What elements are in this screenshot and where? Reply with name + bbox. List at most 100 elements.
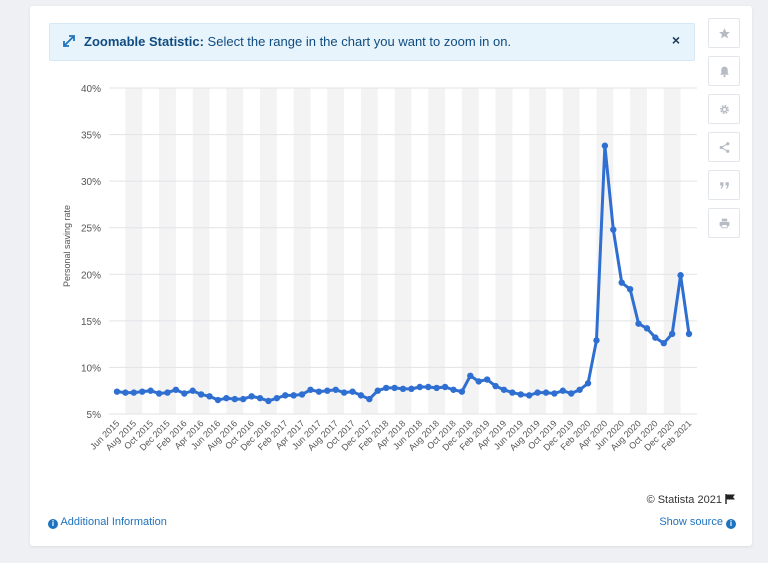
additional-information-link[interactable]: i Additional Information	[48, 516, 167, 529]
data-point[interactable]	[265, 397, 272, 405]
y-tick-label: 30%	[81, 177, 101, 188]
data-point[interactable]	[332, 386, 339, 393]
data-point[interactable]	[416, 383, 424, 391]
data-point[interactable]	[433, 384, 440, 392]
data-point[interactable]	[668, 330, 676, 338]
data-point[interactable]	[517, 391, 524, 398]
data-point[interactable]	[122, 389, 129, 396]
data-point[interactable]	[147, 387, 154, 394]
data-point[interactable]	[189, 387, 196, 394]
y-tick-label: 20%	[81, 270, 101, 281]
data-point[interactable]	[677, 272, 684, 279]
share-icon	[719, 141, 729, 153]
data-point[interactable]	[374, 387, 381, 394]
close-banner-button[interactable]: ×	[671, 32, 680, 48]
background-band	[495, 88, 513, 414]
data-point[interactable]	[475, 378, 482, 385]
background-band	[360, 88, 378, 414]
data-point[interactable]	[425, 383, 432, 391]
data-point[interactable]	[551, 390, 558, 397]
settings-button[interactable]	[708, 94, 740, 124]
data-point[interactable]	[500, 386, 508, 393]
data-point[interactable]	[635, 320, 642, 327]
data-point[interactable]	[643, 325, 651, 332]
data-point[interactable]	[399, 385, 407, 393]
data-point[interactable]	[307, 386, 314, 393]
data-point[interactable]	[139, 388, 146, 395]
background-band	[226, 88, 244, 414]
data-point[interactable]	[408, 385, 415, 393]
data-point[interactable]	[340, 389, 348, 396]
data-point[interactable]	[559, 387, 567, 394]
data-point[interactable]	[610, 226, 617, 233]
bell-icon	[719, 66, 729, 77]
show-source-link[interactable]: Show source i	[659, 516, 736, 529]
data-point[interactable]	[113, 388, 121, 395]
data-point[interactable]	[172, 386, 180, 393]
data-point[interactable]	[206, 393, 213, 400]
banner-title: Zoomable Statistic:	[84, 34, 204, 49]
data-point[interactable]	[248, 393, 255, 400]
data-point[interactable]	[568, 390, 575, 397]
flag-icon	[725, 494, 735, 504]
background-band	[159, 88, 176, 414]
data-point[interactable]	[273, 394, 281, 402]
cite-button[interactable]	[708, 170, 740, 200]
data-point[interactable]	[458, 388, 466, 395]
data-point[interactable]	[576, 386, 583, 393]
y-tick-label: 10%	[81, 363, 101, 374]
background-band	[125, 88, 143, 414]
background-band	[260, 88, 277, 414]
data-point[interactable]	[315, 388, 323, 395]
data-point[interactable]	[223, 394, 230, 402]
data-point[interactable]	[231, 395, 238, 403]
data-point[interactable]	[525, 392, 533, 399]
data-point[interactable]	[256, 394, 264, 402]
data-point[interactable]	[534, 389, 541, 396]
data-point[interactable]	[290, 392, 297, 399]
zoom-banner: Zoomable Statistic: Select the range in …	[49, 23, 695, 61]
background-band	[192, 88, 210, 414]
data-point[interactable]	[181, 390, 188, 397]
data-point[interactable]	[282, 392, 289, 399]
data-point[interactable]	[164, 389, 171, 396]
data-point[interactable]	[509, 389, 516, 396]
data-point[interactable]	[593, 337, 600, 344]
data-point[interactable]	[685, 330, 693, 338]
data-point[interactable]	[467, 372, 474, 380]
share-button[interactable]	[708, 132, 740, 162]
data-point[interactable]	[584, 380, 592, 387]
data-point[interactable]	[155, 390, 163, 397]
y-axis-label: Personal saving rate	[62, 205, 72, 287]
data-point[interactable]	[441, 383, 449, 391]
data-point[interactable]	[618, 279, 625, 286]
data-point[interactable]	[601, 142, 609, 149]
data-point[interactable]	[298, 391, 306, 398]
notification-button[interactable]	[708, 56, 740, 86]
data-point[interactable]	[542, 389, 550, 396]
y-tick-label: 5%	[87, 410, 102, 421]
print-button[interactable]	[708, 208, 740, 238]
data-point[interactable]	[130, 389, 138, 396]
data-point[interactable]	[626, 285, 634, 293]
background-band	[293, 88, 311, 414]
data-point[interactable]	[382, 384, 390, 392]
data-point[interactable]	[324, 387, 331, 394]
favorite-button[interactable]	[708, 18, 740, 48]
data-point[interactable]	[349, 388, 356, 395]
data-point[interactable]	[239, 395, 247, 403]
data-point[interactable]	[366, 395, 373, 403]
data-point[interactable]	[197, 391, 205, 398]
data-point[interactable]	[492, 382, 499, 390]
data-point[interactable]	[483, 376, 491, 383]
chart-background-bands	[125, 88, 681, 414]
data-point[interactable]	[357, 392, 365, 399]
data-point[interactable]	[652, 334, 659, 341]
info-icon: i	[726, 519, 736, 529]
data-point[interactable]	[450, 386, 457, 393]
data-point[interactable]	[391, 384, 398, 392]
data-point[interactable]	[214, 396, 222, 404]
data-point[interactable]	[660, 340, 667, 347]
